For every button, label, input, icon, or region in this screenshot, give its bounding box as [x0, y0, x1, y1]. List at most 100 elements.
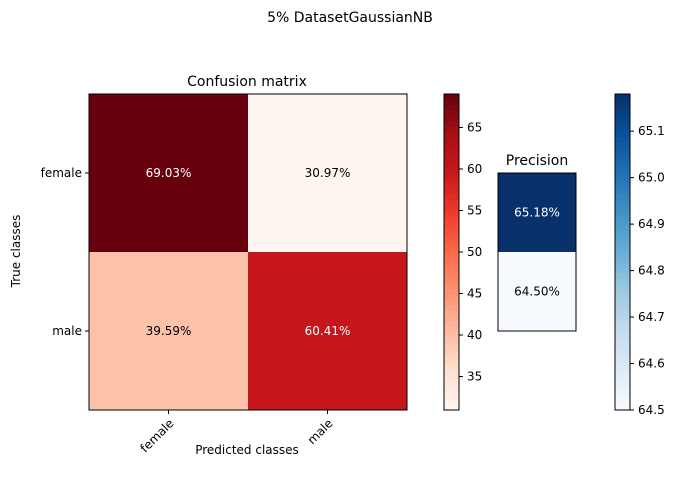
- precision-colorbar-segment: [615, 183, 630, 190]
- x-tick-label: female: [137, 416, 176, 455]
- cm-cell-0-1: [248, 94, 407, 252]
- precision-colorbar-segment: [615, 346, 630, 353]
- precision-cell-label: 65.18%: [514, 206, 560, 220]
- precision-title: Precision: [506, 153, 568, 169]
- cm-colorbar-segment: [444, 209, 459, 216]
- cm-cell-label: 30.97%: [305, 166, 351, 180]
- precision-colorbar-segment: [615, 104, 630, 111]
- cm-colorbar-segment: [444, 404, 459, 411]
- x-axis-label: Predicted classes: [195, 443, 299, 457]
- precision-colorbar-segment: [615, 309, 630, 316]
- precision-colorbar-segment: [615, 399, 630, 406]
- cm-cell-label: 39.59%: [146, 324, 192, 338]
- cm-colorbar-segment: [444, 373, 459, 379]
- precision-colorbar-tick-label: 64.8: [638, 264, 665, 278]
- precision-colorbar-segment: [615, 388, 630, 395]
- cm-colorbar-tick-label: 35: [467, 370, 482, 384]
- precision-cell-0: [498, 173, 576, 252]
- cm-colorbar-segment: [444, 125, 459, 132]
- precision-colorbar-segment: [615, 294, 630, 300]
- cm-colorbar-segment: [444, 204, 459, 211]
- cm-colorbar-segment: [444, 199, 459, 206]
- chart-marks: 69.03% 30.97% 39.59% 60.41% female male female…: [41, 93, 665, 455]
- confusion-matrix-title: Confusion matrix: [187, 74, 307, 90]
- y-axis-label: True classes: [9, 215, 23, 289]
- cm-colorbar-segment: [444, 230, 459, 237]
- precision-colorbar-tick-label: 64.9: [638, 217, 665, 231]
- cm-colorbar-segment: [444, 288, 459, 295]
- cm-cell-1-0: [89, 252, 248, 410]
- cm-colorbar-segment: [444, 167, 459, 174]
- precision-colorbar-segment: [615, 246, 630, 253]
- precision-colorbar-tick-label: 64.7: [638, 310, 665, 324]
- cm-colorbar-segment: [444, 183, 459, 190]
- cm-colorbar-segment: [444, 341, 459, 348]
- precision-colorbar-tick-label: 64.6: [638, 357, 665, 371]
- precision-colorbar-segment: [615, 278, 630, 285]
- precision-colorbar-segment: [615, 120, 630, 127]
- precision-colorbar-segment: [615, 99, 630, 106]
- cm-colorbar-tick-label: 60: [467, 162, 482, 176]
- cm-colorbar-segment: [444, 273, 459, 279]
- cm-colorbar-segment: [444, 236, 459, 243]
- cm-frame: [88, 93, 408, 411]
- cm-colorbar-segment: [444, 336, 459, 343]
- cm-colorbar-segment: [444, 94, 459, 100]
- precision-colorbar-tick-label: 65.1: [638, 124, 665, 138]
- cm-colorbar-segment: [444, 352, 459, 358]
- precision-colorbar-segment: [615, 220, 630, 227]
- y-tick-label: male: [52, 324, 82, 338]
- cm-colorbar-segment: [444, 278, 459, 285]
- precision-colorbar-segment: [615, 357, 630, 364]
- precision-colorbar-segment: [615, 199, 630, 206]
- cm-colorbar-tick-label: 65: [467, 120, 482, 134]
- x-tick-label: male: [305, 416, 336, 447]
- precision-colorbar-segment: [615, 141, 630, 148]
- cm-colorbar-segment: [444, 252, 459, 258]
- precision-colorbar-segment: [615, 352, 630, 358]
- cm-colorbar-segment: [444, 146, 459, 153]
- cm-colorbar-segment: [444, 346, 459, 353]
- cm-colorbar-segment: [444, 299, 459, 306]
- cm-colorbar-segment: [444, 173, 459, 179]
- precision-colorbar-segment: [615, 378, 630, 385]
- precision-frame: [497, 172, 577, 332]
- cm-colorbar-segment: [444, 104, 459, 111]
- precision-colorbar-segment: [615, 94, 630, 100]
- precision-colorbar-segment: [615, 178, 630, 185]
- precision-colorbar-segment: [615, 215, 630, 221]
- precision-colorbar-segment: [615, 367, 630, 374]
- precision-colorbar-segment: [615, 283, 630, 290]
- cm-colorbar-segment: [444, 362, 459, 369]
- precision-colorbar-segment: [615, 273, 630, 279]
- cm-colorbar-segment: [444, 162, 459, 169]
- cm-colorbar-segment: [444, 367, 459, 374]
- cm-colorbar-segment: [444, 378, 459, 385]
- cm-colorbar-segment: [444, 325, 459, 332]
- precision-colorbar-segment: [615, 267, 630, 274]
- cm-colorbar-segment: [444, 309, 459, 316]
- precision-colorbar-segment: [615, 209, 630, 216]
- cm-colorbar-segment: [444, 241, 459, 248]
- precision-colorbar-segment: [615, 299, 630, 306]
- cm-colorbar-segment: [444, 99, 459, 106]
- precision-colorbar-segment: [615, 331, 630, 337]
- precision-colorbar-segment: [615, 394, 630, 401]
- precision-colorbar-segment: [615, 373, 630, 379]
- cm-colorbar-segment: [444, 283, 459, 290]
- precision-colorbar-segment: [615, 146, 630, 153]
- cm-colorbar-segment: [444, 394, 459, 401]
- cm-cell-label: 60.41%: [305, 324, 351, 338]
- precision-colorbar-tick-label: 65.0: [638, 171, 665, 185]
- precision-colorbar-segment: [615, 315, 630, 322]
- precision-colorbar-segment: [615, 304, 630, 311]
- precision-colorbar-tick-label: 64.5: [638, 403, 665, 417]
- cm-colorbar-tick-label: 55: [467, 203, 482, 217]
- precision-colorbar-segment: [615, 404, 630, 411]
- cm-colorbar-segment: [444, 188, 459, 195]
- cm-colorbar-segment: [444, 109, 459, 116]
- precision-colorbar-segment: [615, 109, 630, 116]
- precision-colorbar-segment: [615, 325, 630, 332]
